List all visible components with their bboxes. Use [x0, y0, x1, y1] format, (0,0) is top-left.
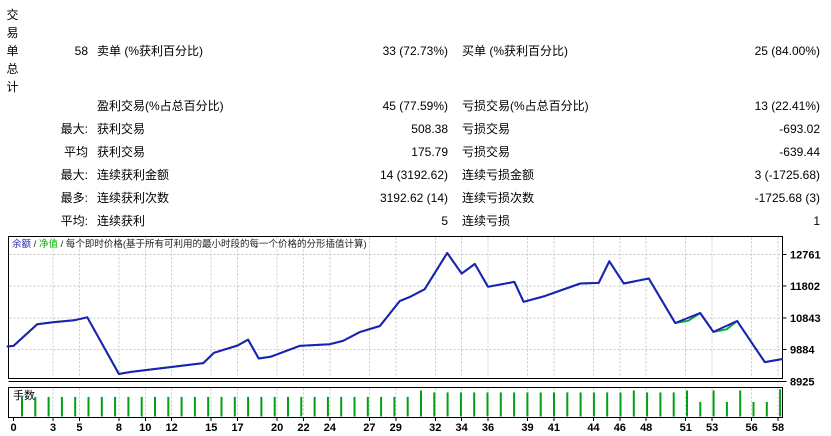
stat-row-orders: 58 卖单 (%获利百分比) 33 (72.73%) 买单 (%获利百分比) 2…: [0, 44, 820, 58]
stat-name: 获利交易: [97, 122, 146, 136]
x-axis-label: 20: [271, 422, 283, 434]
y-axis-label: 12761: [790, 249, 821, 261]
stat-name: 亏损交易: [462, 122, 511, 136]
stat-row-max-consecutive-count: 最多: 连续获利次数 3192.62 (14) 连续亏损次数 -1725.68 …: [0, 191, 820, 205]
chart-legend: 余额 / 净值 / 每个即时价格(基于所有可利用的最小时段的每一个价格的分形插值…: [12, 238, 367, 250]
balance-line: [6, 252, 783, 375]
x-axis-label: 5: [76, 422, 82, 434]
y-axis-label: 9884: [790, 345, 815, 357]
stat-row-average-consecutive: 平均: 连续获利 5 连续亏损 1: [0, 214, 820, 228]
y-axis-label: 11802: [790, 281, 820, 293]
stat-value: 13 (22.41%): [754, 99, 820, 113]
stat-name: 卖单 (%获利百分比): [97, 44, 203, 58]
stat-prefix: 平均:: [60, 214, 88, 228]
stat-value: 175.79: [411, 145, 448, 159]
stat-name: 连续获利: [97, 214, 146, 228]
x-axis-label: 56: [746, 422, 758, 434]
x-axis-label: 8: [116, 422, 122, 434]
x-axis-label: 39: [521, 422, 533, 434]
x-axis-label: 34: [456, 422, 469, 434]
stat-value: -693.02: [779, 122, 820, 136]
x-axis-label: 24: [324, 422, 337, 434]
y-axis-label: 10843: [790, 313, 821, 325]
stat-prefix: 最多:: [60, 191, 88, 205]
stat-value: 25 (84.00%): [754, 44, 820, 58]
stat-name: 盈利交易(%占总百分比): [97, 99, 224, 113]
stat-name: 连续亏损金额: [462, 168, 535, 182]
x-axis-label: 36: [482, 422, 494, 434]
stat-row-profit-trades: 盈利交易(%占总百分比) 45 (77.59%) 亏损交易(%占总百分比) 13…: [0, 99, 820, 113]
legend-equity-label: 净值: [39, 238, 59, 250]
stat-value: 508.38: [411, 122, 448, 136]
x-axis-label: 15: [205, 422, 217, 434]
stat-row-largest-trade: 最大: 获利交易 508.38 亏损交易 -693.02: [0, 122, 820, 136]
stat-name: 获利交易: [97, 145, 146, 159]
x-axis-label: 27: [363, 422, 375, 434]
stat-prefix: 最大:: [60, 168, 88, 182]
stat-value: 1: [813, 214, 820, 228]
stat-value: 33 (72.73%): [382, 44, 448, 58]
stat-name: 亏损交易(%占总百分比): [462, 99, 589, 113]
x-axis-label: 10: [139, 422, 151, 434]
stat-prefix: 最大:: [60, 122, 88, 136]
stat-row-max-consecutive-amount: 最大: 连续获利金额 14 (3192.62) 连续亏损金额 3 (-1725.…: [0, 168, 820, 182]
stat-name: 亏损交易: [462, 145, 511, 159]
x-axis-label: 17: [231, 422, 243, 434]
x-axis-label: 0: [10, 422, 16, 434]
x-axis-label: 12: [166, 422, 178, 434]
stat-name: 连续亏损次数: [462, 191, 535, 205]
stat-name: 连续获利次数: [97, 191, 170, 205]
stat-name: 买单 (%获利百分比): [462, 44, 568, 58]
stat-prefix: 平均: [63, 145, 88, 159]
report-section-label: 交易单总计: [6, 8, 19, 94]
x-axis-label: 22: [297, 422, 309, 434]
x-axis-label: 29: [390, 422, 402, 434]
x-axis-label: 41: [548, 422, 560, 434]
x-axis-label: 53: [706, 422, 718, 434]
legend-separator: /: [58, 239, 66, 250]
x-axis-label: 48: [640, 422, 652, 434]
x-axis-label: 32: [429, 422, 441, 434]
stat-value: -639.44: [779, 145, 820, 159]
legend-balance-label: 余额: [12, 238, 32, 250]
x-axis-label: 58: [772, 422, 784, 434]
stat-prefix: 58: [74, 44, 88, 58]
x-axis-label: 51: [680, 422, 692, 434]
stat-name: 连续获利金额: [97, 168, 170, 182]
stat-value: 3192.62 (14): [379, 191, 448, 205]
stat-row-average-trade: 平均 获利交易 175.79 亏损交易 -639.44: [0, 145, 820, 159]
stat-value: -1725.68 (3): [754, 191, 820, 205]
stat-value: 14 (3192.62): [379, 168, 448, 182]
legend-separator: /: [31, 239, 39, 250]
x-axis-label: 3: [50, 422, 56, 434]
legend-price-note: 每个即时价格(基于所有可利用的最小时段的每一个价格的分形插值计算): [66, 238, 367, 250]
stat-name: 连续亏损: [462, 214, 511, 228]
stat-prefix: [0, 99, 88, 113]
stat-value: 3 (-1725.68): [754, 168, 820, 182]
x-axis-label: 46: [614, 422, 626, 434]
stat-value: 45 (77.59%): [382, 99, 448, 113]
x-axis-label: 44: [587, 422, 600, 434]
lots-panel-label: 手数: [13, 388, 35, 402]
stat-value: 5: [441, 214, 448, 228]
y-axis-label: 8925: [790, 377, 814, 389]
balance-equity-chart: 0 3 5 8 10 12 15 17 20 22 24 27 29 32 34 36 39 41 44 46 48 51…: [6, 236, 821, 434]
